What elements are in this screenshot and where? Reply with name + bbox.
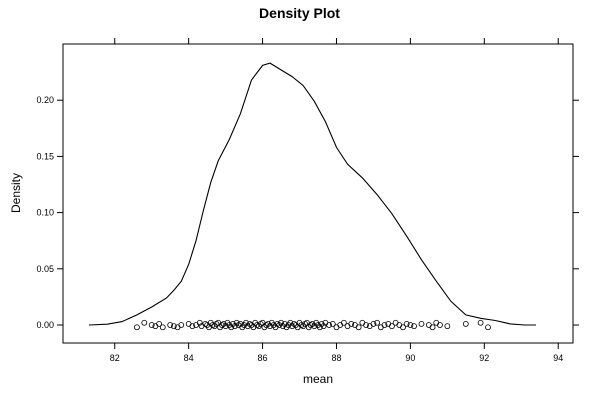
y-tick-label: 0.05 [36,264,54,274]
rug-point [231,323,238,330]
rug-point [267,323,273,330]
rug-point [477,319,484,326]
rug-point [348,320,355,327]
rug-point [392,319,399,326]
chart-title: Density Plot [259,5,340,21]
rug-point [418,320,425,327]
rug-point [403,320,410,327]
rug-point [400,324,406,331]
rug-point [178,322,185,328]
y-tick-label: 0.20 [36,95,54,105]
rug-point [278,319,284,326]
rug-point [389,323,395,330]
density-curve [88,62,536,326]
rug-point [407,322,414,328]
x-tick-label: 94 [553,353,563,363]
y-axis: 0.00 0.05 0.10 0.15 0.20 [36,95,579,330]
rug-point [337,322,344,328]
rug-point [363,322,369,328]
rug-point [287,319,294,326]
rug-point [425,322,432,328]
rug-point [189,323,196,330]
rug-point [381,322,388,328]
rug-point [156,320,162,327]
rug-point [340,319,347,326]
rug-point [316,324,323,331]
rug-point [326,322,332,328]
rug-point [462,320,469,327]
rug-point [485,324,491,331]
rug-point [134,324,140,331]
rug-point [396,322,403,328]
rug-point [359,319,366,326]
x-tick-label: 82 [110,353,120,363]
rug-point [196,319,203,326]
density-series [88,62,536,326]
rug-point [377,324,384,331]
x-tick-label: 86 [258,353,268,363]
y-axis-label: Density [9,173,23,213]
rug-point [333,324,340,331]
rug-point [370,320,377,327]
x-tick-label: 92 [479,353,489,363]
rug-point [429,324,436,331]
rug-point [170,323,177,330]
rug-point [320,323,327,330]
rug-point [374,319,381,326]
rug-point [185,320,192,327]
rug-point [167,322,174,328]
y-tick-label: 0.15 [36,151,54,161]
y-tick-label: 0.00 [36,320,54,330]
rug-point [355,324,362,331]
rug-point [159,324,166,331]
rug-point [344,323,351,330]
rug-point [228,324,235,331]
rug-points [134,319,491,331]
x-tick-label: 90 [405,353,415,363]
rug-point [141,319,148,326]
rug-point [437,322,443,328]
rug-point [444,323,451,330]
x-tick-label: 84 [184,353,194,363]
x-axis: 82 84 86 88 90 92 94 [110,38,563,363]
rug-point [243,319,249,326]
rug-point [311,323,318,330]
rug-point [281,320,288,327]
rug-point [148,322,155,328]
rug-point [329,320,336,327]
rug-point [433,319,440,326]
plot-border [62,43,574,344]
plot-frame [62,43,574,344]
rug-point [237,320,244,327]
y-tick-label: 0.10 [36,208,54,218]
x-axis-label: mean [303,372,333,386]
x-tick-label: 88 [331,353,341,363]
rug-point [411,323,417,330]
rug-point [222,323,229,330]
